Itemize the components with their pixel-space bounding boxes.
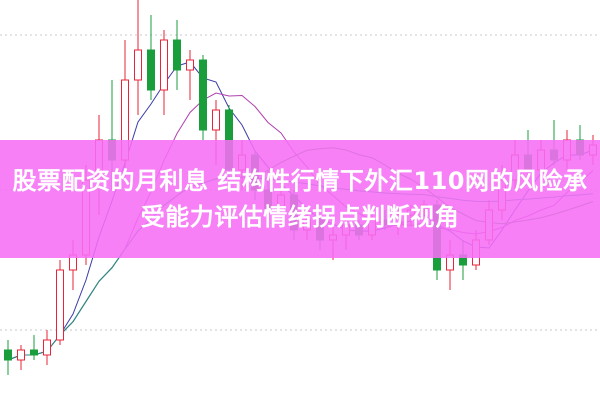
candle-up: [17, 349, 25, 361]
candle-up: [160, 39, 168, 91]
candle-down: [4, 349, 12, 361]
candle-down: [173, 39, 181, 71]
candle-up: [212, 109, 220, 131]
title-banner: 股票配资的月利息 结构性行情下外汇110网的风险承受能力评估情绪拐点判断视角: [0, 140, 600, 258]
candle-down: [147, 49, 155, 91]
candle-down: [199, 59, 207, 131]
candle-up: [56, 269, 64, 341]
candle-up: [43, 339, 51, 356]
article-title: 股票配资的月利息 结构性行情下外汇110网的风险承受能力评估情绪拐点判断视角: [12, 167, 588, 231]
candle-up: [134, 49, 142, 81]
candle-up: [186, 59, 194, 71]
candle-down: [30, 349, 38, 356]
